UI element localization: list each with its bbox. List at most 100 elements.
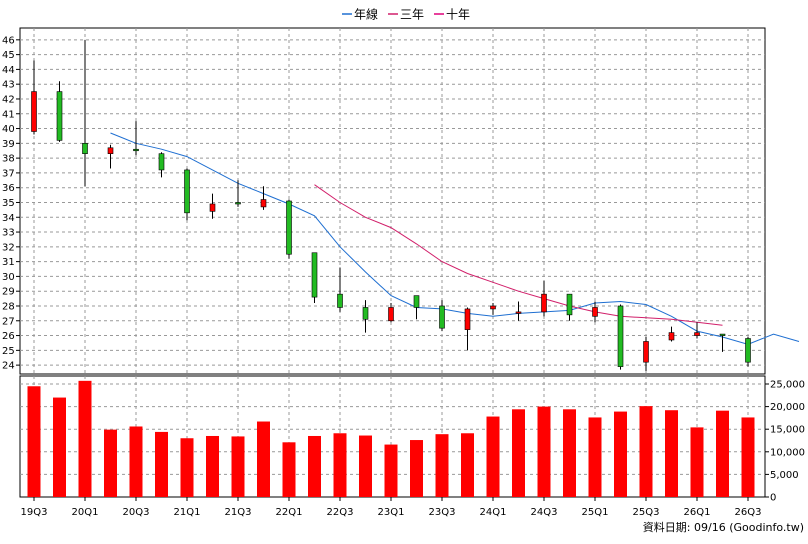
candle-body	[260, 199, 267, 208]
volume-bar	[384, 444, 398, 497]
y-tick-label: 31	[2, 257, 15, 268]
volume-tick-label: 0	[770, 493, 776, 504]
x-tick-label: 22Q1	[276, 507, 303, 518]
candle-body	[643, 341, 649, 363]
legend-label: 年線	[354, 7, 378, 22]
candle-body	[515, 311, 522, 314]
data-date-footer: 資料日期: 09/16 (Goodinfo.tw)	[643, 520, 804, 534]
x-tick-label: 19Q3	[21, 507, 48, 518]
volume-bar	[129, 426, 143, 497]
candle-body	[592, 307, 598, 317]
volume-bar	[206, 435, 219, 497]
y-tick-label: 44	[2, 65, 15, 76]
volume-bar	[639, 406, 653, 497]
volume-bar	[486, 416, 500, 497]
volume-bar	[563, 409, 576, 497]
candle-body	[209, 203, 216, 212]
y-tick-label: 39	[2, 139, 15, 150]
volume-bar	[665, 410, 678, 497]
y-tick-label: 30	[2, 272, 15, 283]
candle-body	[235, 202, 241, 205]
y-tick-label: 38	[2, 154, 15, 165]
volume-bar	[27, 386, 41, 497]
ma-line	[110, 132, 800, 345]
candle-body	[719, 333, 726, 336]
candle-body	[745, 338, 751, 363]
volume-bar	[78, 380, 92, 497]
volume-bar	[614, 411, 627, 497]
x-tick-label: 23Q3	[429, 507, 456, 518]
price-frame	[19, 27, 766, 375]
ma-line	[314, 184, 723, 326]
candle-body	[668, 332, 675, 341]
volume-tick-label: 10,000	[770, 447, 805, 458]
y-tick-label: 35	[2, 198, 15, 209]
legend-label: 三年	[400, 8, 424, 22]
volume-bar	[180, 438, 194, 497]
volume-bar	[410, 440, 423, 497]
x-tick-label: 20Q1	[72, 507, 99, 518]
volume-bar	[257, 421, 270, 497]
y-tick-label: 45	[2, 50, 15, 61]
candle-body	[413, 295, 420, 308]
volume-bar	[359, 435, 372, 497]
y-tick-label: 42	[2, 94, 15, 105]
candle-body	[439, 305, 445, 329]
volume-bar	[104, 429, 117, 497]
volume-bar	[512, 409, 525, 497]
y-tick-label: 27	[2, 316, 15, 327]
candle-body	[158, 153, 165, 171]
volume-tick-label: 25,000	[770, 380, 805, 391]
volume-panel: 25,000 20,000 15,000 10,000 5,000 0	[19, 375, 805, 504]
candle-body	[541, 293, 547, 313]
x-tick-label: 21Q1	[174, 507, 201, 518]
y-tick-label: 41	[2, 109, 15, 120]
y-tick-label: 37	[2, 168, 15, 179]
volume-bar	[282, 442, 296, 497]
y-tick-label: 24	[2, 361, 15, 372]
y-tick-label: 25	[2, 346, 15, 357]
legend-label: 十年	[446, 8, 470, 22]
volume-bar	[308, 435, 321, 497]
y-tick-label: 34	[2, 213, 15, 224]
volume-bar	[53, 397, 66, 497]
candle-body	[311, 252, 318, 298]
price-panel: 46 45 44 43 42 41 40 39 38 37 36 35 34 33 32 31 30 29 28 27…	[2, 27, 800, 375]
y-tick-label: 26	[2, 331, 15, 342]
volume-bar	[588, 417, 602, 497]
candle-body	[56, 91, 63, 141]
x-tick-label: 22Q3	[327, 507, 354, 518]
candle-body	[31, 91, 37, 132]
x-tick-label: 26Q3	[735, 507, 762, 518]
volume-tick-label: 15,000	[770, 425, 805, 436]
y-tick-label: 40	[2, 124, 15, 135]
volume-bar	[435, 434, 449, 497]
y-tick-label: 46	[2, 35, 15, 46]
candle-body	[82, 143, 88, 154]
candle-body	[694, 332, 700, 336]
y-tick-label: 43	[2, 80, 15, 91]
legend: 年線 三年 十年	[342, 7, 470, 22]
volume-tick-label: 20,000	[770, 402, 805, 413]
y-tick-label: 36	[2, 183, 15, 194]
x-tick-label: 24Q3	[531, 507, 558, 518]
candle-body	[464, 308, 471, 330]
candle-body	[286, 200, 292, 255]
y-tick-label: 32	[2, 242, 15, 253]
volume-bar	[690, 427, 704, 497]
y-tick-label: 28	[2, 301, 15, 312]
candle-body	[490, 305, 496, 310]
y-tick-label: 33	[2, 228, 15, 239]
x-tick-label: 25Q1	[582, 507, 609, 518]
volume-bar	[333, 433, 347, 497]
volume-bar	[537, 406, 551, 497]
candle-body	[566, 293, 573, 316]
volume-tick-label: 5,000	[770, 470, 799, 481]
volume-bar	[741, 417, 755, 497]
x-tick-label: 23Q1	[378, 507, 405, 518]
candle-body	[184, 169, 190, 214]
volume-bar	[155, 431, 168, 497]
y-tick-label: 29	[2, 287, 15, 298]
candle-body	[133, 148, 139, 152]
